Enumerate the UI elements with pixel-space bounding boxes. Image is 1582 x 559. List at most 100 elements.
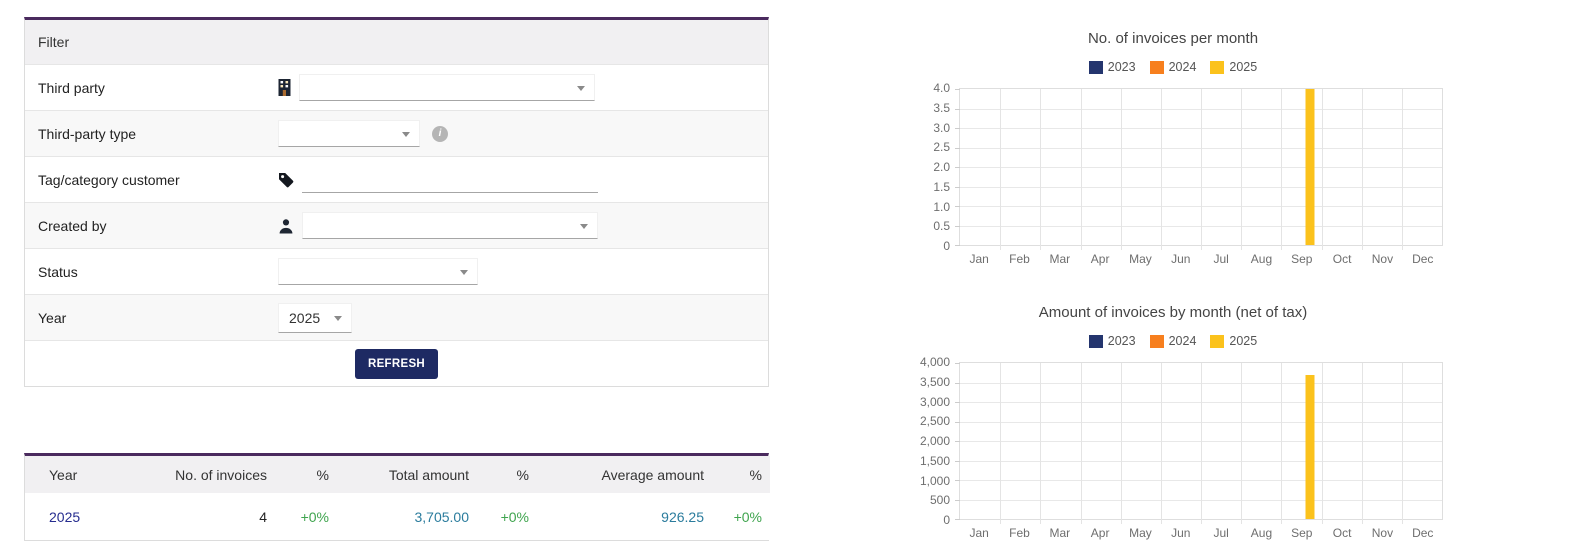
header-year: Year — [25, 456, 135, 493]
bar-2025-Sep[interactable] — [1305, 374, 1315, 519]
y-tick-label: 500 — [929, 493, 950, 508]
invoice-count-value: 4 — [135, 493, 275, 540]
y-tick-mark — [955, 402, 960, 403]
status-label: Status — [38, 263, 78, 280]
x-tick-label: Nov — [1371, 252, 1394, 266]
bar-2025-Sep[interactable] — [1305, 89, 1315, 245]
year-select[interactable]: 2025 — [278, 302, 352, 333]
y-tick-label: 1.0 — [933, 199, 950, 214]
third-party-select[interactable] — [299, 74, 595, 101]
gridline — [1201, 363, 1202, 524]
y-tick-mark — [955, 382, 960, 384]
chart-title: No. of invoices per month — [1087, 30, 1259, 47]
chevron-down-icon — [577, 85, 585, 91]
y-tick-label: 3,000 — [919, 394, 950, 409]
gridline — [1281, 89, 1283, 250]
chart-amount-per-month: Amount of invoices by month (net of tax)… — [903, 302, 1443, 544]
gridline — [1040, 89, 1042, 250]
legend-item-2025[interactable]: 2025 — [1210, 58, 1257, 76]
y-tick-label: 0 — [943, 513, 950, 527]
tag-category-input[interactable] — [302, 166, 598, 193]
filter-row-year: Year 2025 — [25, 294, 768, 340]
plot-area — [955, 88, 1443, 250]
created-by-select[interactable] — [302, 212, 598, 239]
header-pct-1: % — [275, 456, 337, 493]
invoice-count-pct: +0% — [275, 493, 337, 540]
y-tick-label: 4.0 — [933, 81, 950, 95]
x-tick-label: Apr — [1090, 526, 1110, 540]
chart-legend: 2023 2024 2025 — [903, 332, 1443, 350]
y-tick-mark — [955, 441, 960, 442]
legend-label: 2024 — [1168, 60, 1197, 74]
year-select-value: 2025 — [289, 309, 321, 326]
legend-swatch-icon — [1149, 334, 1164, 348]
x-tick-label: May — [1129, 526, 1152, 540]
summary-header-row: Year No. of invoices % Total amount % Av… — [25, 456, 770, 493]
table-row: 2025 4 +0% 3,705.00 +0% 926.25 +0% — [25, 493, 770, 540]
gridline — [1361, 363, 1363, 524]
building-icon — [278, 79, 291, 96]
legend-label: 2023 — [1107, 60, 1136, 74]
chart-legend: 2023 2024 2025 — [903, 58, 1443, 76]
x-tick-label: Oct — [1332, 252, 1352, 266]
gridline — [1401, 363, 1403, 524]
total-amount-pct: +0% — [477, 493, 537, 540]
x-tick-label: Jun — [1171, 252, 1191, 266]
x-tick-label: Aug — [1250, 526, 1273, 540]
third-party-type-select[interactable] — [278, 120, 420, 147]
legend-swatch-icon — [1088, 334, 1103, 348]
status-select[interactable] — [278, 258, 478, 285]
filter-row-status: Status — [25, 248, 768, 294]
third-party-type-label: Third-party type — [38, 125, 137, 142]
y-tick-mark — [955, 499, 960, 501]
refresh-button[interactable]: REFRESH — [354, 348, 439, 379]
x-tick-label: Feb — [1009, 252, 1030, 266]
year-value-link[interactable]: 2025 — [25, 493, 135, 540]
filter-panel: Filter Third party Third-party type i — [24, 17, 769, 387]
gridline — [1241, 363, 1243, 524]
legend-label: 2025 — [1229, 60, 1258, 74]
chevron-down-icon — [460, 269, 468, 275]
y-tick-label: 0.5 — [933, 219, 950, 234]
y-tick-label: 2,500 — [919, 414, 950, 429]
y-tick-mark — [955, 167, 960, 168]
filter-row-created-by: Created by — [25, 202, 768, 248]
legend-label: 2023 — [1107, 334, 1136, 348]
y-tick-label: 1,000 — [919, 473, 950, 488]
y-tick-mark — [955, 245, 960, 246]
y-tick-mark — [955, 363, 960, 364]
legend-item-2023[interactable]: 2023 — [1088, 332, 1136, 350]
legend-label: 2024 — [1168, 334, 1197, 348]
third-party-label: Third party — [38, 79, 105, 96]
legend-swatch-icon — [1210, 60, 1225, 74]
gridline — [1000, 363, 1002, 524]
y-tick-mark — [955, 225, 960, 227]
y-tick-label: 0 — [943, 239, 950, 253]
y-tick-mark — [955, 480, 960, 481]
x-tick-label: Jan — [969, 526, 989, 540]
legend-item-2024[interactable]: 2024 — [1149, 58, 1197, 76]
info-icon[interactable]: i — [432, 125, 448, 142]
gridline — [1160, 89, 1162, 250]
tag-icon — [278, 172, 294, 188]
y-tick-mark — [955, 89, 960, 90]
filter-row-actions: REFRESH — [25, 340, 768, 386]
y-tick-label: 1.5 — [933, 179, 950, 194]
gridline — [1321, 363, 1323, 524]
created-by-label: Created by — [38, 217, 107, 234]
filter-panel-title: Filter — [25, 20, 768, 64]
tag-category-label: Tag/category customer — [38, 171, 180, 188]
chevron-down-icon — [580, 223, 588, 229]
x-tick-label: Jun — [1171, 526, 1191, 540]
header-total-amount: Total amount — [337, 456, 477, 493]
y-tick-mark — [955, 147, 960, 149]
y-tick-label: 3,500 — [919, 374, 950, 389]
legend-item-2025[interactable]: 2025 — [1210, 332, 1257, 350]
y-tick-mark — [955, 186, 960, 188]
chart-title: Amount of invoices by month (net of tax) — [1038, 304, 1308, 321]
legend-item-2023[interactable]: 2023 — [1088, 58, 1136, 76]
x-tick-label: May — [1129, 252, 1152, 266]
legend-item-2024[interactable]: 2024 — [1149, 332, 1197, 350]
x-tick-label: Jul — [1213, 526, 1229, 540]
legend-label: 2025 — [1229, 334, 1258, 348]
